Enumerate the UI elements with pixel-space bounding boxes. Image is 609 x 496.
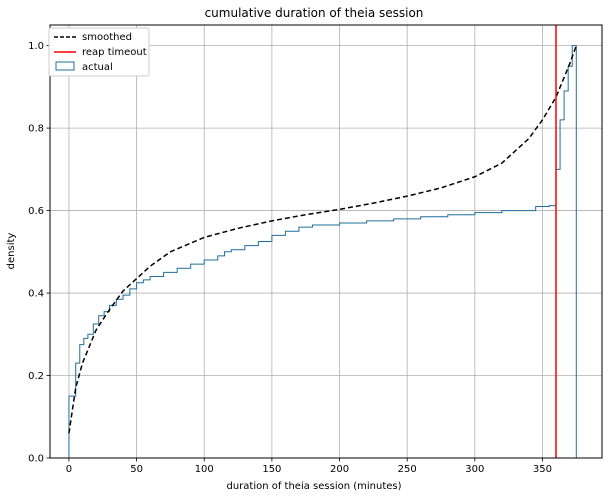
actual-step-line (68, 45, 577, 458)
y-tick-label: 1.0 (28, 41, 44, 52)
x-tick-label: 50 (130, 464, 143, 475)
legend-reap-timeout-label: reap timeout (82, 47, 147, 58)
x-tick-label: 200 (330, 464, 349, 475)
y-tick-label: 0.8 (28, 124, 44, 135)
y-tick-label: 0.4 (28, 289, 44, 300)
x-tick-label: 0 (66, 464, 72, 475)
x-tick-label: 300 (465, 464, 484, 475)
plot-area (68, 25, 577, 458)
legend-actual-label: actual (82, 62, 113, 73)
axes-frame (49, 24, 603, 459)
legend-actual-swatch (55, 61, 75, 71)
y-tick-label: 0.2 (28, 371, 44, 382)
ticks: 0 50 100 150 200 250 300 350 0.0 0.2 0.4 0.6 0.8 1.0 (28, 41, 552, 475)
y-tick-label: 0.6 (28, 206, 44, 217)
chart-title: cumulative duration of theia session (205, 6, 424, 20)
x-tick-label: 150 (262, 464, 281, 475)
smoothed-line (68, 45, 577, 434)
y-tick-label: 0.0 (28, 454, 44, 465)
legend-smoothed-label: smoothed (82, 32, 132, 43)
x-tick-label: 100 (195, 464, 214, 475)
x-tick-label: 350 (533, 464, 552, 475)
series-group (68, 25, 577, 458)
x-axis-label: duration of theia session (minutes) (226, 481, 401, 492)
y-axis-label: density (6, 233, 17, 270)
x-tick-label: 250 (398, 464, 417, 475)
grid (50, 25, 602, 459)
legend: smoothed reap timeout actual (48, 27, 150, 77)
